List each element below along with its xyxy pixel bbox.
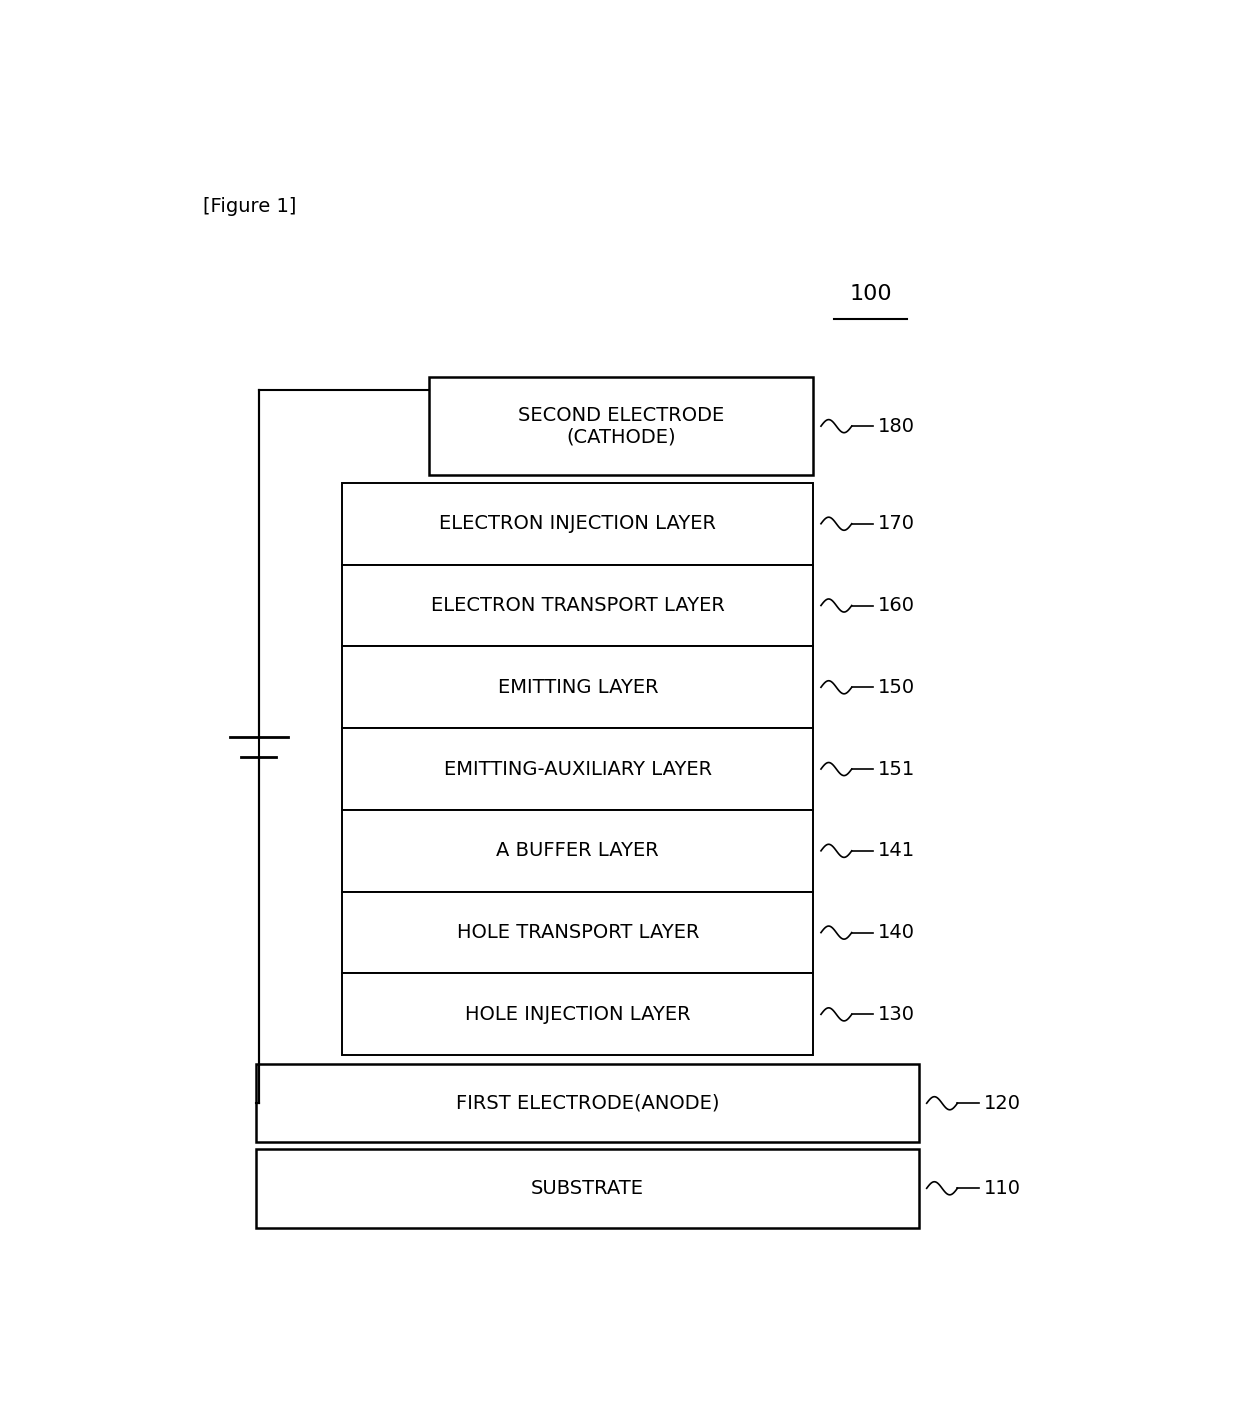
Text: 160: 160	[878, 596, 915, 615]
Text: 151: 151	[878, 759, 915, 779]
Bar	[342, 483, 813, 565]
Text: 130: 130	[878, 1005, 915, 1024]
Text: EMITTING LAYER: EMITTING LAYER	[497, 678, 658, 697]
Text: 120: 120	[983, 1093, 1021, 1113]
Bar	[255, 1148, 919, 1228]
Bar	[342, 565, 813, 646]
Text: HOLE INJECTION LAYER: HOLE INJECTION LAYER	[465, 1005, 691, 1024]
Text: FIRST ELECTRODE(ANODE): FIRST ELECTRODE(ANODE)	[456, 1093, 719, 1113]
Bar	[342, 973, 813, 1055]
Bar	[342, 892, 813, 973]
Text: EMITTING-AUXILIARY LAYER: EMITTING-AUXILIARY LAYER	[444, 759, 712, 779]
Text: HOLE TRANSPORT LAYER: HOLE TRANSPORT LAYER	[456, 923, 699, 942]
Text: SECOND ELECTRODE
(CATHODE): SECOND ELECTRODE (CATHODE)	[518, 405, 724, 446]
Text: 150: 150	[878, 678, 915, 697]
Bar	[255, 1063, 919, 1143]
Text: ELECTRON TRANSPORT LAYER: ELECTRON TRANSPORT LAYER	[432, 596, 724, 615]
Text: 170: 170	[878, 514, 915, 534]
Bar	[429, 377, 813, 476]
Bar	[342, 728, 813, 810]
Text: 180: 180	[878, 416, 915, 436]
Text: 110: 110	[983, 1178, 1021, 1198]
Bar	[342, 810, 813, 892]
Bar	[342, 646, 813, 728]
Text: ELECTRON INJECTION LAYER: ELECTRON INJECTION LAYER	[439, 514, 717, 534]
Text: 141: 141	[878, 841, 915, 861]
Text: 100: 100	[849, 285, 893, 304]
Text: A BUFFER LAYER: A BUFFER LAYER	[496, 841, 660, 861]
Text: 140: 140	[878, 923, 915, 942]
Text: [Figure 1]: [Figure 1]	[203, 197, 296, 217]
Text: SUBSTRATE: SUBSTRATE	[531, 1178, 644, 1198]
